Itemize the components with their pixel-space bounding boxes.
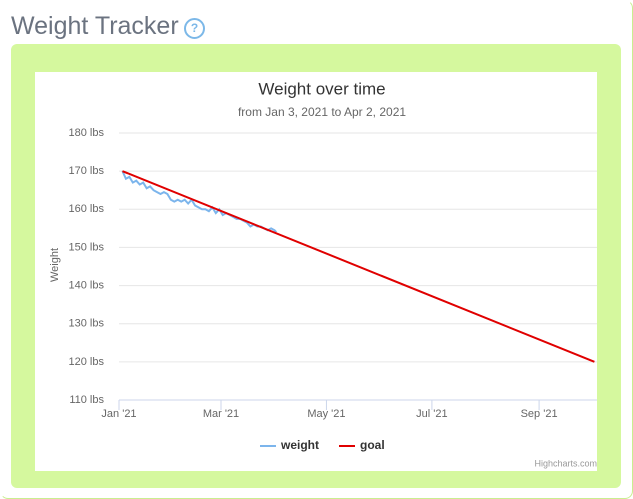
x-tick-label: Jul '21 [416, 408, 447, 420]
series-line [121, 170, 278, 233]
y-tick-label: 140 lbs [69, 279, 105, 291]
y-tick-label: 160 lbs [69, 203, 105, 215]
y-tick-label: 170 lbs [69, 165, 105, 177]
help-icon[interactable]: ? [184, 18, 205, 39]
legend-label: weight [280, 438, 319, 452]
x-tick-label: Sep '21 [521, 408, 558, 420]
page-title: Weight Tracker [11, 12, 179, 40]
chart-subtitle: from Jan 3, 2021 to Apr 2, 2021 [238, 105, 406, 119]
credits: Highcharts.com [534, 458, 597, 468]
y-tick-label: 110 lbs [69, 394, 104, 406]
y-tick-label: 130 lbs [69, 318, 105, 330]
y-tick-label: 120 lbs [69, 356, 105, 368]
y-tick-label: 150 lbs [69, 241, 105, 253]
series-line [122, 170, 595, 363]
y-tick-label: 180 lbs [69, 127, 105, 139]
x-tick-label: Mar '21 [203, 408, 239, 420]
x-tick-label: May '21 [307, 408, 345, 420]
chart-title: Weight over time [258, 79, 385, 98]
x-tick-label: Jan '21 [101, 408, 136, 420]
chart: Weight over time from Jan 3, 2021 to Apr… [35, 72, 597, 471]
legend-label: goal [360, 438, 385, 452]
y-axis-title: Weight [49, 248, 61, 282]
